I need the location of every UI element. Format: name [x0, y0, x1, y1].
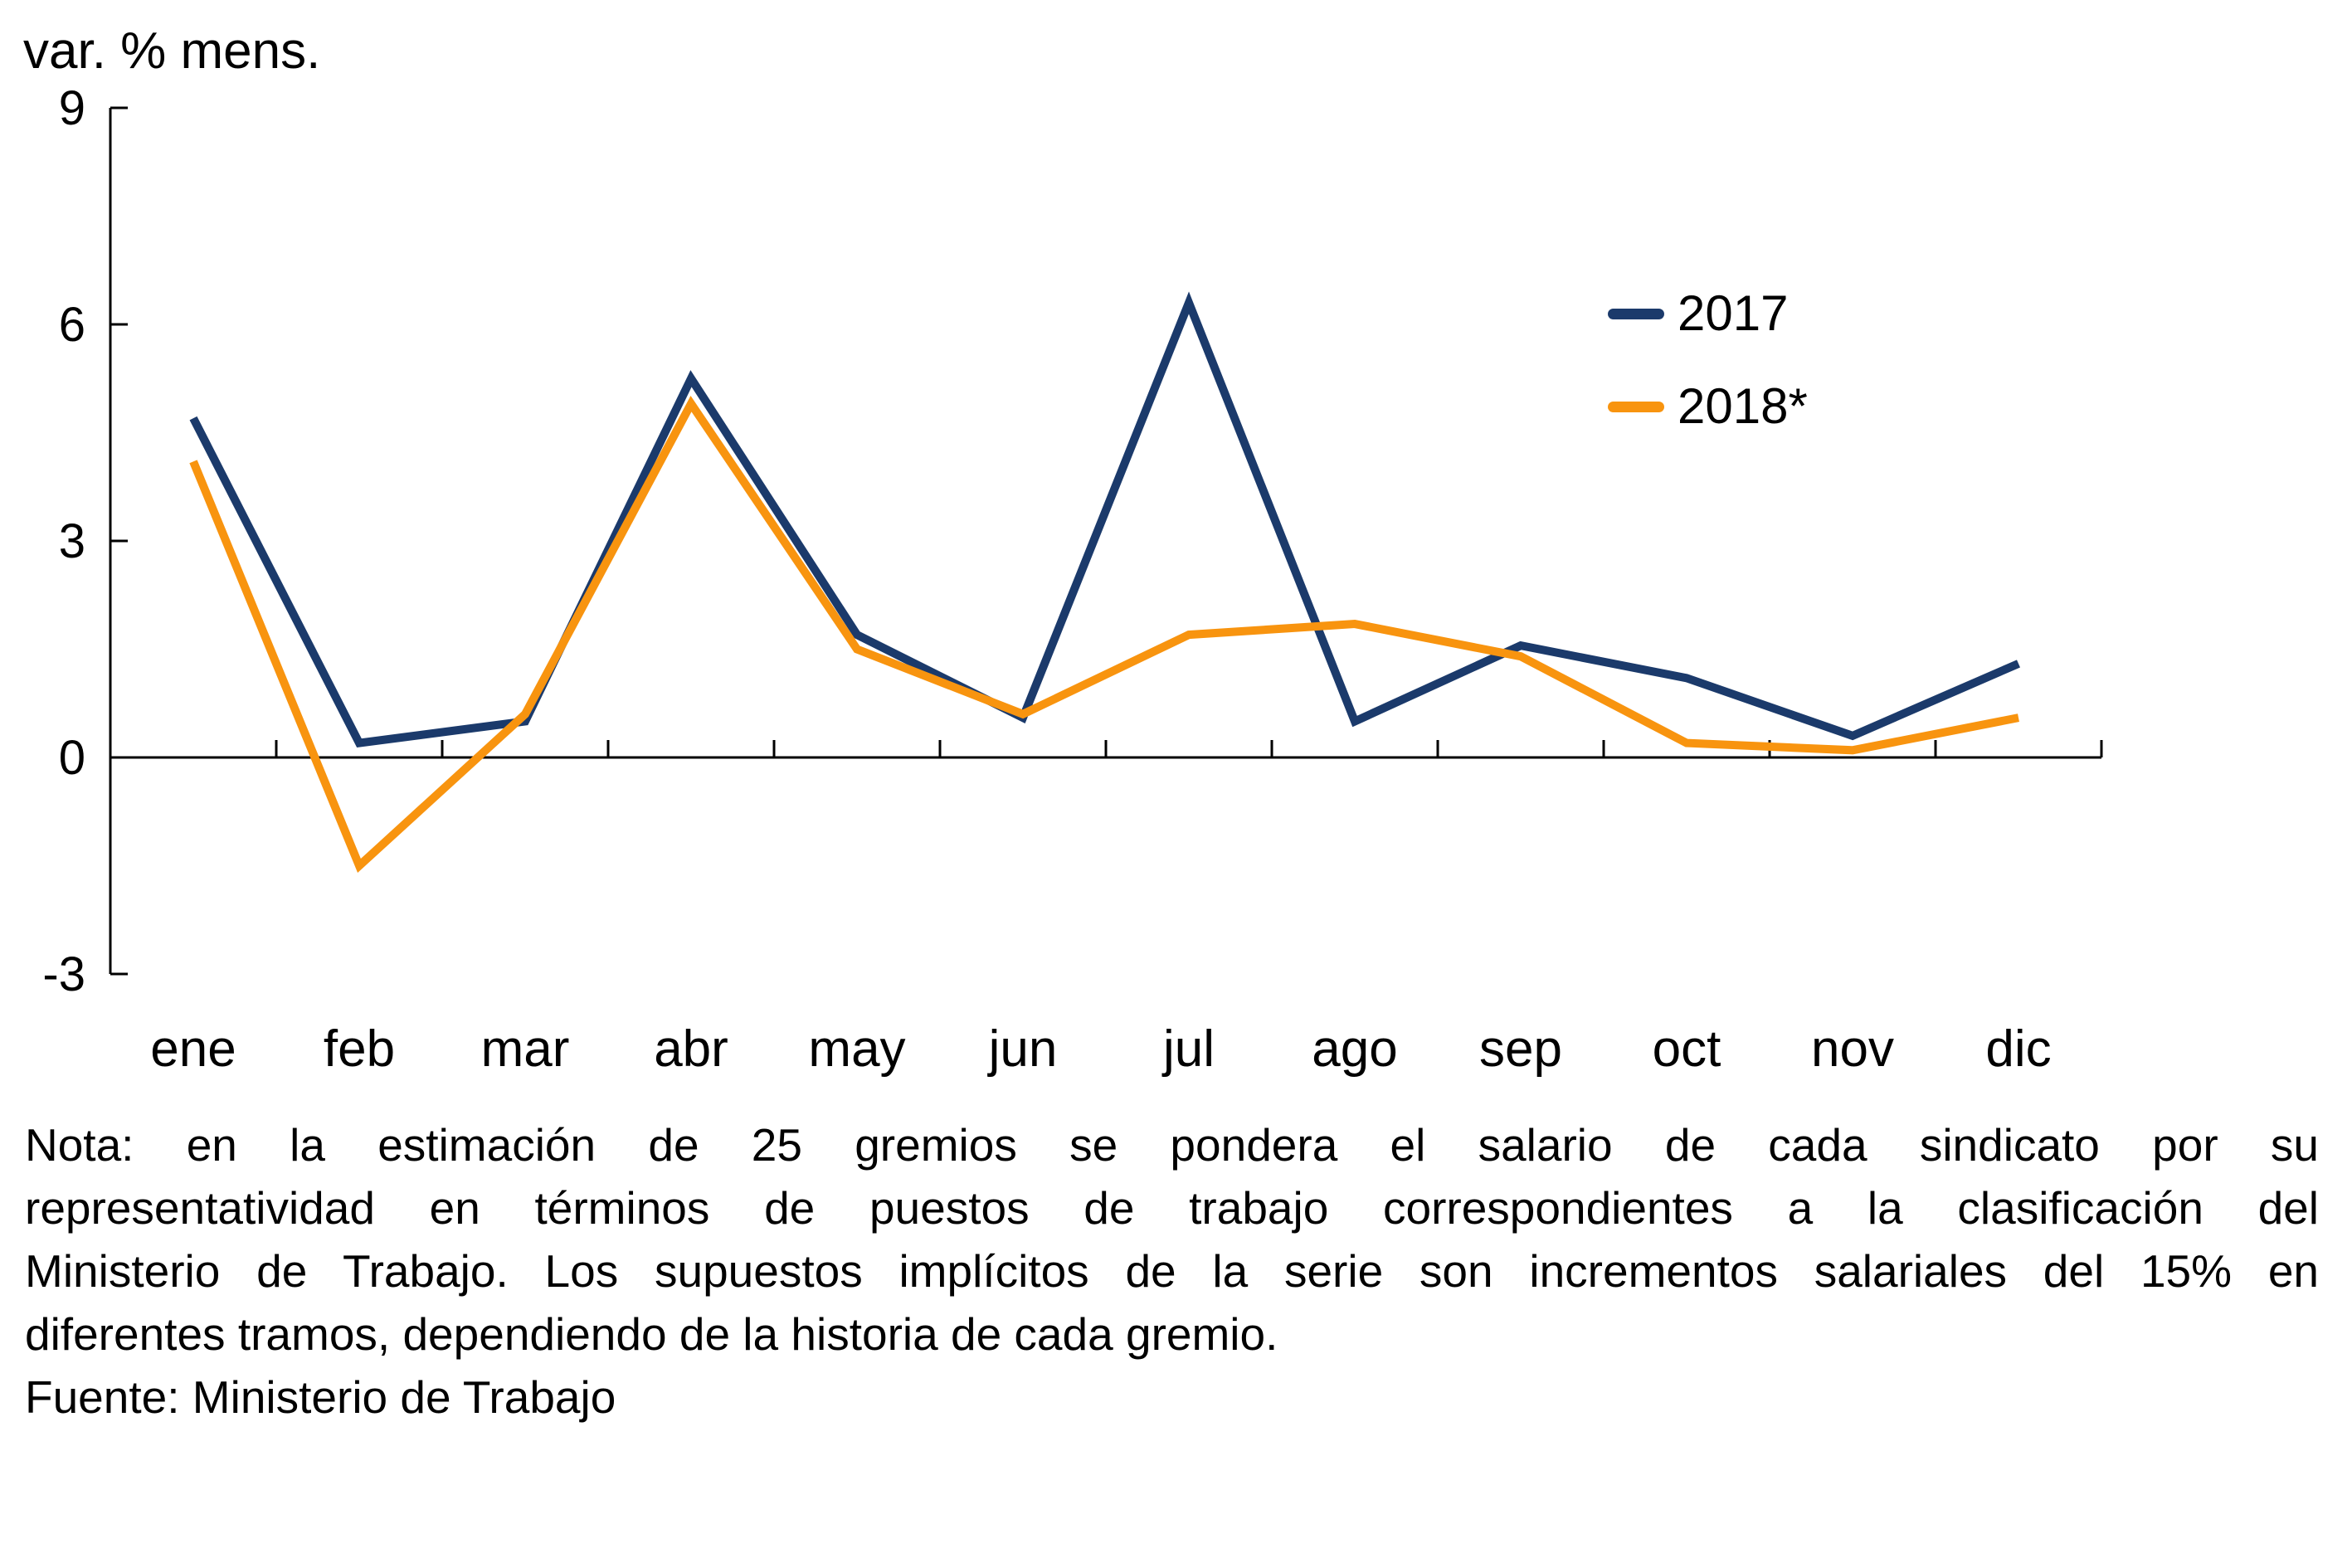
legend-entry-2017: 2017 — [1608, 289, 1808, 338]
footnote-line: representatividad en términos de puestos… — [25, 1182, 2319, 1234]
y-tick-label: 3 — [59, 514, 85, 568]
y-tick-label: 9 — [59, 81, 85, 135]
x-tick-label-may: may — [808, 1020, 905, 1078]
x-tick-label-abr: abr — [654, 1020, 728, 1078]
line-swatch-icon — [1608, 401, 1664, 412]
x-tick-label-ago: ago — [1312, 1020, 1397, 1078]
axes — [109, 106, 2103, 976]
x-tick-label-jun: jun — [987, 1020, 1058, 1078]
footnote-line: Ministerio de Trabajo. Los supuestos imp… — [25, 1245, 2319, 1297]
x-tick-label-feb: feb — [324, 1020, 395, 1078]
x-tick-label-dic: dic — [1985, 1020, 2051, 1078]
legend-label: 2017 — [1678, 285, 1789, 341]
line-swatch-icon — [1608, 308, 1664, 319]
legend-entry-2018: 2018* — [1608, 382, 1808, 431]
source-line: Fuente: Ministerio de Trabajo — [25, 1371, 616, 1423]
legend: 2017 2018* — [1608, 289, 1808, 431]
legend-label: 2018* — [1678, 378, 1808, 434]
y-tick-label: 0 — [59, 731, 85, 785]
footnote-line: diferentes tramos, dependiendo de la his… — [25, 1308, 1278, 1360]
y-tick-label: -3 — [42, 947, 85, 1001]
x-tick-label-mar: mar — [481, 1020, 570, 1078]
x-tick-label-nov: nov — [1811, 1020, 1894, 1078]
series-line-2018 — [189, 396, 2019, 874]
footnote-block: Nota: en la estimación de 25 gremios se … — [25, 1113, 2319, 1429]
y-tick-label: 6 — [59, 298, 85, 352]
x-tick-label-ene: ene — [150, 1020, 236, 1078]
x-tick-label-oct: oct — [1653, 1020, 1721, 1078]
footnote-line: Nota: en la estimación de 25 gremios se … — [25, 1119, 2319, 1171]
x-tick-label-jul: jul — [1161, 1020, 1215, 1078]
x-tick-label-sep: sep — [1479, 1020, 1562, 1078]
series-line-2017 — [189, 291, 2020, 748]
y-axis-title: var. % mens. — [23, 22, 321, 80]
